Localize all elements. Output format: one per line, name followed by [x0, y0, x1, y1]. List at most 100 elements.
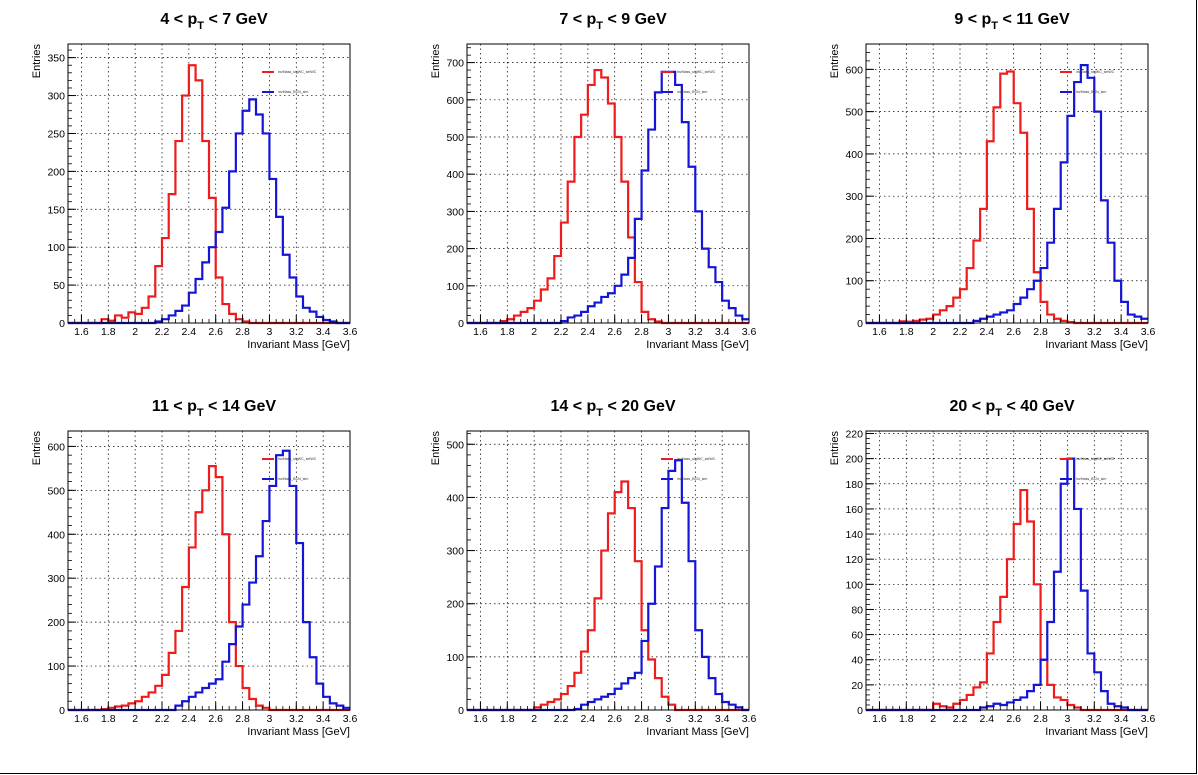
title-range: < 11 GeV	[998, 11, 1070, 28]
histogram-panel: 20 < pT < 40 GeV 1.6 1.8 2 2.2 2.4 2.6 2.8 3 3.2 3…	[798, 387, 1197, 774]
y-tick-label: 600	[446, 95, 464, 107]
chart-title: 14 < pT < 20 GeV	[550, 398, 675, 419]
x-tick-label: 3.6	[343, 713, 358, 725]
legend-label: invMass_BCN_sim	[677, 90, 707, 94]
series-red-histogram	[68, 64, 350, 325]
x-tick-label: 3.2	[1087, 326, 1102, 338]
y-tick-label: 400	[446, 169, 464, 181]
y-tick-label: 200	[845, 454, 863, 466]
x-tick-label: 3.4	[316, 713, 331, 725]
x-tick-label: 1.8	[500, 713, 515, 725]
x-tick-label: 2.8	[634, 713, 649, 725]
x-tick-label: 3.6	[742, 326, 757, 338]
y-tick-label: 200	[446, 599, 464, 611]
grid	[467, 431, 749, 710]
x-tick-label: 2.4	[182, 713, 197, 725]
x-axis-label: Invariant Mass [GeV]	[646, 726, 749, 738]
legend-label: invMass_sigWC_selWC	[278, 70, 317, 74]
y-tick-label: 400	[845, 149, 863, 161]
x-tick-label: 1.6	[74, 326, 89, 338]
y-tick-label: 60	[851, 630, 863, 642]
x-tick-label: 1.8	[101, 713, 116, 725]
x-tick-label: 3.6	[1141, 326, 1156, 338]
histogram-panel: 7 < pT < 9 GeV 1.6 1.8 2 2.2 2.4 2.6 2.8 3 3.2 3.4…	[399, 0, 798, 387]
x-tick-label: 2.8	[1033, 713, 1048, 725]
legend-label: invMass_BCN_sim	[677, 477, 707, 481]
y-tick-label: 500	[446, 132, 464, 144]
histogram-svg: 4 < pT < 7 GeV 1.6 1.8 2 2.2 2.4 2.6 2.8 3 3.2 3.4…	[31, 11, 358, 351]
legend-label: invMass_sigWC_selWC	[677, 457, 716, 461]
series-blue-histogram	[68, 98, 350, 325]
x-tick-label: 3.2	[688, 326, 703, 338]
grid	[866, 44, 1148, 323]
x-tick-label: 1.8	[101, 326, 116, 338]
x-tick-label: 2	[531, 713, 537, 725]
legend-label: invMass_sigWC_selWC	[1076, 70, 1115, 74]
y-tick-label: 300	[446, 206, 464, 218]
legend-label: invMass_BCN_sim	[1076, 477, 1106, 481]
series-red-histogram	[68, 465, 350, 712]
y-tick-label: 300	[47, 91, 65, 103]
x-tick-label: 3.4	[715, 326, 730, 338]
x-axis-label: Invariant Mass [GeV]	[1045, 339, 1148, 351]
y-tick-label: 40	[851, 655, 863, 667]
y-tick-label: 100	[47, 242, 65, 254]
legend-label: invMass_BCN_sim	[1076, 90, 1106, 94]
y-tick-label: 50	[53, 280, 65, 292]
title-range: < 9 GeV	[603, 11, 667, 28]
legend: invMass_sigWC_selWC invMass_BCN_sim	[1060, 70, 1115, 94]
x-tick-label: 2.6	[607, 326, 622, 338]
x-tick-label: 2	[531, 326, 537, 338]
x-axis-label: Invariant Mass [GeV]	[247, 339, 350, 351]
y-tick-label: 220	[845, 429, 863, 441]
title-subscript: T	[197, 407, 204, 419]
y-tick-label: 500	[47, 485, 65, 497]
y-tick-label: 0	[59, 318, 65, 330]
y-axis-label: Entries	[829, 44, 841, 79]
y-tick-label: 80	[851, 604, 863, 616]
series-red-histogram	[467, 68, 749, 325]
title-range: < 20 GeV	[603, 398, 676, 415]
y-tick-label: 0	[458, 318, 464, 330]
chart-title: 20 < pT < 40 GeV	[949, 398, 1074, 419]
histogram-svg: 11 < pT < 14 GeV 1.6 1.8 2 2.2 2.4 2.6 2.8 3 3.2 3…	[31, 398, 358, 738]
x-tick-label: 2.4	[980, 713, 995, 725]
x-tick-label: 3.4	[715, 713, 730, 725]
legend: invMass_sigWC_selWC invMass_BCN_sim	[262, 70, 317, 94]
legend-label: invMass_sigWC_selWC	[1076, 457, 1115, 461]
title-subscript: T	[596, 407, 603, 419]
y-tick-label: 600	[845, 64, 863, 76]
chart-title: 9 < pT < 11 GeV	[954, 11, 1070, 32]
x-tick-label: 3.4	[316, 326, 331, 338]
x-tick-label: 3	[666, 713, 672, 725]
x-tick-label: 2.6	[208, 326, 223, 338]
x-tick-label: 2.4	[581, 326, 596, 338]
legend-label: invMass_sigWC_selWC	[278, 457, 317, 461]
x-tick-label: 1.8	[899, 326, 914, 338]
x-tick-label: 2.2	[554, 713, 569, 725]
y-tick-label: 160	[845, 504, 863, 516]
y-axis-label: Entries	[829, 431, 841, 466]
y-tick-label: 500	[845, 107, 863, 119]
y-tick-label: 300	[446, 546, 464, 558]
y-tick-label: 0	[857, 705, 863, 717]
title-main: 20 < p	[949, 398, 995, 415]
x-tick-label: 3	[1065, 713, 1071, 725]
x-tick-label: 3.4	[1114, 713, 1129, 725]
x-tick-label: 3.2	[289, 713, 304, 725]
title-main: 11 < p	[152, 398, 197, 415]
y-tick-label: 400	[47, 529, 65, 541]
x-tick-label: 2.6	[1006, 326, 1021, 338]
legend: invMass_sigWC_selWC invMass_BCN_sim	[661, 457, 716, 481]
title-range: < 14 GeV	[204, 398, 277, 415]
histogram-svg: 9 < pT < 11 GeV 1.6 1.8 2 2.2 2.4 2.6 2.8 3 3.2 3.…	[829, 11, 1156, 351]
x-tick-label: 3.6	[343, 326, 358, 338]
legend-label: invMass_BCN_sim	[278, 477, 308, 481]
series-blue-histogram	[866, 64, 1148, 325]
x-tick-label: 3.4	[1114, 326, 1129, 338]
histogram-svg: 7 < pT < 9 GeV 1.6 1.8 2 2.2 2.4 2.6 2.8 3 3.2 3.4…	[430, 11, 757, 351]
plot-frame	[865, 43, 1149, 324]
x-tick-label: 1.8	[899, 713, 914, 725]
series-red-histogram	[866, 488, 1148, 712]
x-tick-label: 1.6	[473, 326, 488, 338]
